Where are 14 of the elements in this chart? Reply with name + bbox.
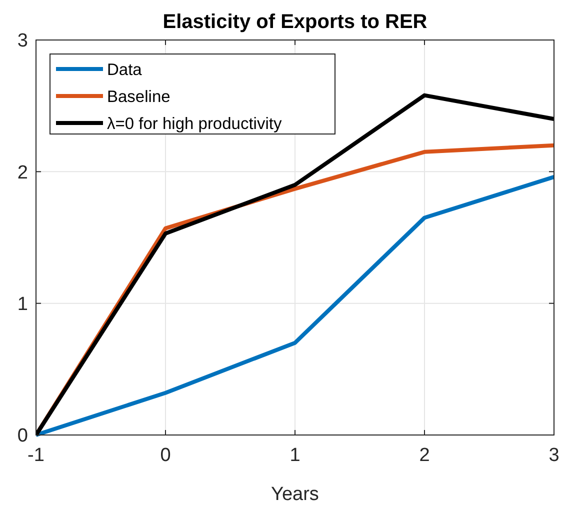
y-tick-label: 0 — [17, 426, 28, 447]
x-tick-label: 1 — [290, 445, 300, 466]
x-axis-title: Years — [271, 484, 319, 505]
x-tick-label: 3 — [548, 445, 560, 466]
x-tick-label: 2 — [419, 445, 430, 466]
legend-label: Data — [107, 60, 143, 79]
y-tick-label: 2 — [17, 162, 28, 184]
legend-label: Baseline — [107, 88, 170, 106]
chart-title: Elasticity of Exports to RER — [162, 11, 428, 33]
x-tick-label: -1 — [28, 445, 44, 466]
y-tick-label: 1 — [17, 294, 28, 315]
x-tick-label: 0 — [160, 445, 171, 466]
legend-label: λ=0 for high productivity — [107, 114, 282, 133]
y-tick-label: 3 — [17, 30, 28, 52]
